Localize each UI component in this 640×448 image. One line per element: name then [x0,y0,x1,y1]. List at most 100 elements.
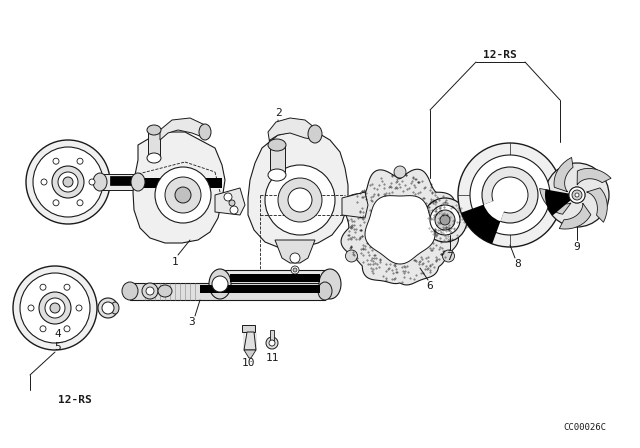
Circle shape [76,305,82,311]
Circle shape [155,167,211,223]
Circle shape [290,253,300,263]
Circle shape [288,188,312,212]
Circle shape [482,167,538,223]
Text: 10: 10 [241,358,255,368]
Ellipse shape [308,125,322,143]
Polygon shape [110,176,135,185]
Circle shape [146,287,154,295]
Circle shape [165,177,201,213]
Polygon shape [270,145,285,175]
Circle shape [64,284,70,290]
Circle shape [430,205,460,235]
Wedge shape [461,195,510,244]
Circle shape [224,193,232,201]
Polygon shape [215,188,245,215]
Polygon shape [365,196,435,264]
Polygon shape [248,130,348,248]
Polygon shape [148,130,160,158]
Polygon shape [270,330,274,340]
Circle shape [77,200,83,206]
Circle shape [470,155,550,235]
Circle shape [175,187,191,203]
Text: 2: 2 [275,108,282,118]
Polygon shape [220,270,330,298]
Circle shape [52,166,84,198]
Circle shape [266,337,278,349]
Circle shape [39,292,71,324]
Circle shape [293,268,297,272]
Circle shape [142,283,158,299]
Circle shape [265,165,335,235]
Circle shape [13,266,97,350]
Polygon shape [133,132,225,243]
Circle shape [230,206,238,214]
Text: 11: 11 [265,353,279,363]
Circle shape [440,215,450,225]
Circle shape [26,140,110,224]
Polygon shape [577,168,611,185]
Ellipse shape [122,282,138,300]
Circle shape [28,305,34,311]
Circle shape [346,250,358,262]
Circle shape [58,172,78,192]
Ellipse shape [268,139,286,151]
Text: 4: 4 [54,329,61,339]
Circle shape [212,276,228,292]
Polygon shape [160,118,205,140]
Polygon shape [244,332,256,350]
Circle shape [98,298,118,318]
Circle shape [545,163,609,227]
Wedge shape [545,190,577,215]
Circle shape [102,302,114,314]
Polygon shape [275,240,315,263]
Circle shape [45,298,65,318]
Circle shape [572,190,582,200]
Text: 12-RS: 12-RS [483,50,517,60]
Circle shape [40,284,46,290]
Polygon shape [341,169,458,285]
Circle shape [63,177,73,187]
Circle shape [229,200,235,206]
Circle shape [492,177,528,213]
Circle shape [50,303,60,313]
Circle shape [40,326,46,332]
Circle shape [575,193,579,197]
Circle shape [394,166,406,178]
Circle shape [89,179,95,185]
Polygon shape [586,188,607,222]
Text: 6: 6 [427,281,433,291]
Polygon shape [242,325,255,332]
Ellipse shape [209,269,231,299]
Ellipse shape [131,173,145,191]
Polygon shape [554,157,573,192]
Ellipse shape [199,124,211,140]
Circle shape [269,340,275,346]
Polygon shape [244,350,256,358]
Text: 12-RS: 12-RS [58,395,92,405]
Text: 7: 7 [447,252,453,262]
Text: 3: 3 [189,317,195,327]
Ellipse shape [147,153,161,163]
Circle shape [423,198,467,242]
Circle shape [64,326,70,332]
Circle shape [53,158,59,164]
Ellipse shape [268,169,286,181]
Ellipse shape [158,285,172,297]
Text: 8: 8 [515,259,522,269]
Polygon shape [342,192,368,218]
Text: 5: 5 [54,342,61,352]
Circle shape [458,143,562,247]
Polygon shape [268,118,318,145]
Circle shape [33,147,103,217]
Circle shape [442,250,454,262]
Text: 1: 1 [172,257,179,267]
Polygon shape [138,178,222,188]
Ellipse shape [318,282,332,300]
Polygon shape [200,285,320,293]
Circle shape [53,200,59,206]
Wedge shape [569,187,585,203]
Ellipse shape [111,302,119,314]
Circle shape [435,210,455,230]
Circle shape [20,273,90,343]
Circle shape [41,179,47,185]
